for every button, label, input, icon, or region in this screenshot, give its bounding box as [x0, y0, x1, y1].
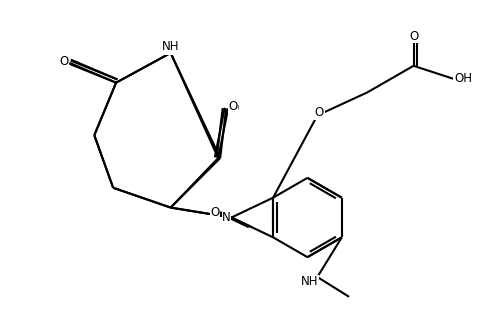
Text: O: O: [228, 100, 238, 113]
Text: O: O: [229, 102, 239, 115]
Text: NH: NH: [300, 275, 318, 289]
Text: NH: NH: [162, 42, 179, 54]
Text: N: N: [222, 211, 231, 224]
Text: O: O: [59, 55, 68, 68]
Text: O: O: [409, 30, 418, 43]
Text: O: O: [210, 205, 220, 219]
Text: O: O: [315, 106, 324, 119]
Text: NH: NH: [162, 41, 179, 53]
Text: OH: OH: [454, 72, 472, 85]
Text: O: O: [59, 56, 68, 69]
